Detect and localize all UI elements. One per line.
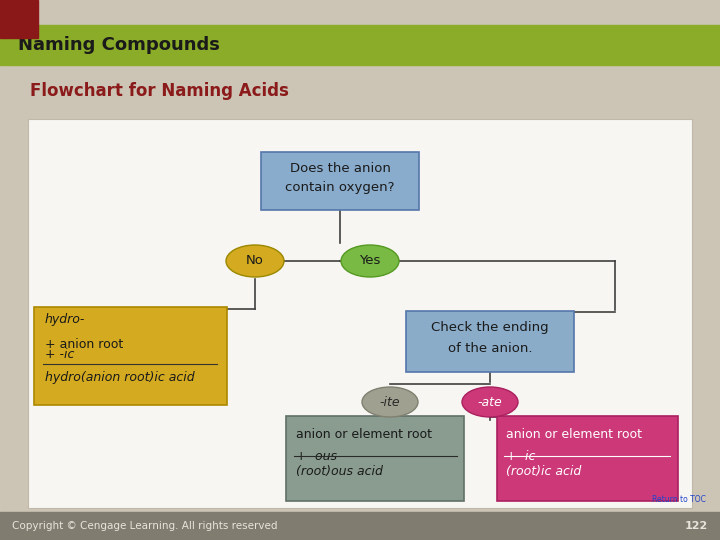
Text: -ite: -ite [379,395,400,408]
FancyBboxPatch shape [28,119,692,508]
Bar [0,0,38,38]
Bar [0,512,720,540]
Ellipse shape [341,245,399,277]
Bar [0,25,720,65]
Text: + -ous: + -ous [295,449,336,462]
Ellipse shape [462,387,518,417]
Text: -ate: -ate [477,395,503,408]
Text: contain oxygen?: contain oxygen? [285,181,395,194]
Text: Flowchart for Naming Acids: Flowchart for Naming Acids [30,82,289,100]
Text: anion or element root: anion or element root [295,428,431,441]
Text: hydro(anion root)ic acid: hydro(anion root)ic acid [45,372,194,384]
FancyBboxPatch shape [261,152,419,210]
Text: Yes: Yes [359,254,381,267]
Text: + -ic: + -ic [45,348,74,361]
Text: (root)ous acid: (root)ous acid [295,465,382,478]
FancyBboxPatch shape [406,310,574,372]
Text: Copyright © Cengage Learning. All rights reserved: Copyright © Cengage Learning. All rights… [12,521,277,531]
Text: anion or element root: anion or element root [506,428,642,441]
Text: of the anion.: of the anion. [448,341,532,354]
Text: + anion root: + anion root [45,338,123,350]
Text: Return to TOC: Return to TOC [652,495,706,504]
FancyBboxPatch shape [34,307,227,405]
Text: (root)ic acid: (root)ic acid [506,465,581,478]
Text: Does the anion: Does the anion [289,161,390,174]
Text: Check the ending: Check the ending [431,321,549,334]
Ellipse shape [362,387,418,417]
Text: hydro-: hydro- [45,314,86,327]
FancyBboxPatch shape [286,415,464,501]
Ellipse shape [226,245,284,277]
Text: Naming Compounds: Naming Compounds [18,36,220,54]
Text: + -ic: + -ic [506,449,536,462]
Text: 122: 122 [685,521,708,531]
Text: No: No [246,254,264,267]
FancyBboxPatch shape [497,415,678,501]
